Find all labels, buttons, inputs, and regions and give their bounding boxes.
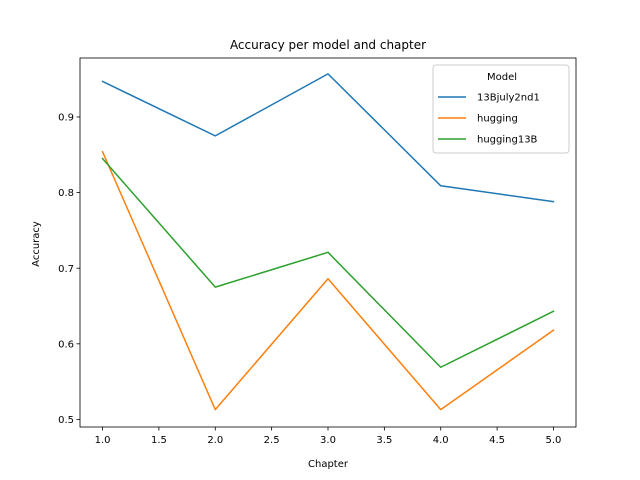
y-tick-label: 0.5 [58,415,74,426]
y-axis-label: Accuracy [31,221,42,267]
plot-area [79,57,577,428]
x-tick-label: 2.0 [207,435,223,446]
legend-box [432,64,570,154]
y-tick-label: 0.9 [58,113,74,124]
x-axis: 1.0 1.5 2.0 2.5 3.0 3.5 4.0 4.5 5.0 [95,427,562,446]
legend-label-hugging13B: hugging13B [477,135,538,146]
x-tick-label: 4.5 [489,435,505,446]
series-line-13Bjuly2nd1 [101,73,555,203]
x-tick-label: 1.0 [95,435,111,446]
legend-label-hugging: hugging [477,114,518,125]
x-tick-label: 3.0 [320,435,336,446]
y-axis: 0.5 0.6 0.7 0.8 0.9 [58,113,80,426]
series-line-hugging [101,150,555,411]
x-axis-label: Chapter [308,459,349,470]
x-tick-label: 3.5 [376,435,392,446]
chart-title: Accuracy per model and chapter [230,38,426,52]
y-tick-label: 0.6 [58,339,74,350]
legend-label-13Bjuly2nd1: 13Bjuly2nd1 [477,93,540,104]
x-tick-label: 4.0 [433,435,449,446]
x-tick-label: 1.5 [151,435,167,446]
legend: Model 13Bjuly2nd1 hugging hugging13B [432,64,570,154]
x-tick-label: 2.5 [264,435,280,446]
x-tick-label: 5.0 [546,435,562,446]
series-line-hugging13B [101,157,555,369]
y-tick-label: 0.8 [58,188,74,199]
legend-title: Model [487,72,517,83]
y-tick-label: 0.7 [58,264,74,275]
